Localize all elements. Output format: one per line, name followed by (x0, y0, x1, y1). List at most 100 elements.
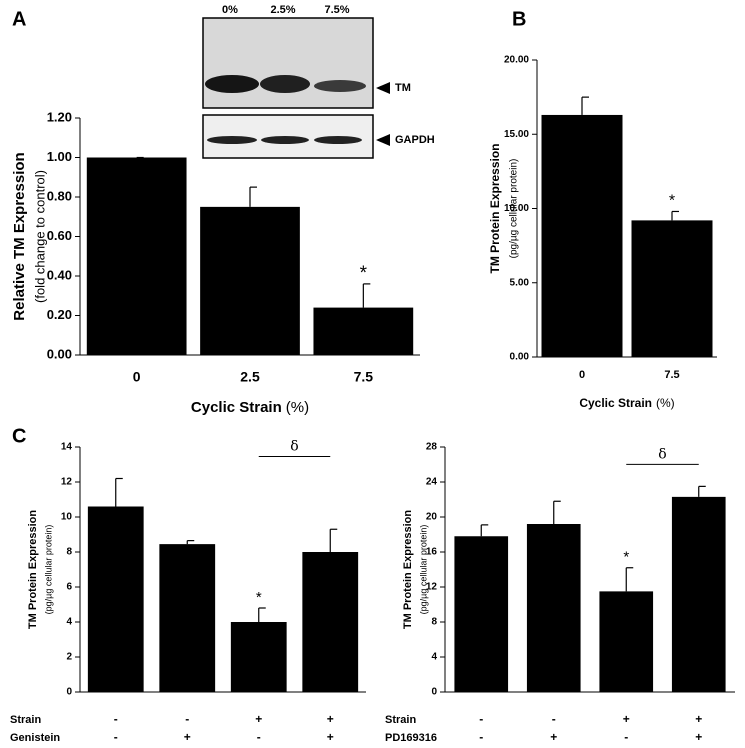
x-tick-label: 0 (133, 369, 141, 385)
y-tick-label: 8 (431, 617, 437, 628)
x-axis-label: Cyclic Strain (%) (191, 399, 309, 416)
band (261, 136, 309, 144)
treatment-level: + (327, 712, 334, 726)
y-tick-label: 0 (66, 687, 72, 698)
y-tick-label: 8 (66, 547, 72, 558)
panel-label: B (512, 8, 526, 30)
treatment-level: + (695, 712, 702, 726)
band (314, 80, 366, 92)
error-bar (186, 540, 195, 545)
y-tick-label: 10 (61, 512, 73, 523)
treatment-level: + (550, 730, 557, 744)
treatment-level: - (114, 712, 118, 726)
annotation: * (360, 263, 368, 284)
bar (526, 524, 581, 692)
error-bar (249, 186, 257, 207)
y-tick-label: 6 (66, 582, 72, 593)
y-axis-sublabel: (pg/µg cellular protein) (509, 159, 520, 259)
error-bar (671, 210, 679, 221)
error-bar (581, 96, 589, 115)
y-axis-label: TM Protein Expression (27, 510, 39, 629)
treatment-level: - (114, 730, 118, 744)
x-tick-label: 7.5 (354, 369, 374, 385)
y-tick-label: 12 (61, 477, 73, 488)
treatment-level: + (623, 712, 630, 726)
x-axis-label: Cyclic Strain (%) (579, 396, 674, 410)
y-tick-label: 15.00 (504, 129, 529, 140)
y-tick-label: 0.00 (47, 346, 72, 361)
x-axis-label-unit: (%) (286, 399, 309, 416)
y-tick-label: 28 (426, 442, 438, 453)
bar (631, 220, 713, 357)
error-bar (625, 567, 634, 592)
band (314, 136, 362, 144)
bar (159, 544, 216, 692)
y-axis-label: TM Protein Expression (402, 510, 414, 629)
y-tick-label: 2 (66, 652, 72, 663)
western-blot (202, 17, 390, 159)
band (260, 75, 310, 93)
error-bar (115, 477, 123, 507)
band (205, 75, 259, 93)
x-tick-label: 7.5 (664, 369, 679, 381)
lane-label: 2.5% (270, 4, 295, 16)
band-label: GAPDH (395, 134, 435, 146)
y-tick-label: 0.60 (47, 228, 72, 243)
treatment-level: + (327, 730, 334, 744)
annotation: * (256, 589, 262, 606)
annotation: * (623, 549, 629, 566)
y-tick-label: 5.00 (510, 277, 530, 288)
treatment-name: Genistein (10, 732, 60, 744)
y-tick-label: 0 (431, 687, 437, 698)
error-bar (698, 485, 706, 497)
treatment-name: PD169316 (385, 732, 437, 744)
x-axis-label-main: Cyclic Strain (191, 399, 282, 416)
y-tick-label: 16 (426, 547, 438, 558)
y-axis-sublabel: (pg/µg cellular protein) (418, 525, 428, 615)
y-tick-label: 1.00 (47, 149, 72, 164)
bar (454, 536, 509, 692)
treatment-level: - (624, 730, 628, 744)
error-bar (480, 524, 489, 537)
treatment-level: - (479, 730, 483, 744)
treatment-name: Strain (385, 714, 416, 726)
bar (87, 506, 144, 692)
x-axis-label-unit: (%) (656, 396, 675, 410)
band-label: TM (395, 82, 411, 94)
arrow (376, 82, 390, 94)
error-bar (553, 500, 561, 524)
bar (86, 157, 187, 355)
treatment-level: + (255, 712, 262, 726)
bar (671, 496, 726, 692)
annotation: * (669, 193, 675, 210)
bar (230, 622, 287, 692)
error-bar (258, 607, 266, 622)
treatment-level: - (185, 712, 189, 726)
y-axis-sublabel: (fold change to control) (32, 170, 47, 303)
treatment-level: + (695, 730, 702, 744)
lane-label: 0% (222, 4, 238, 16)
y-tick-label: 1.20 (47, 109, 72, 124)
panel-label: C (12, 425, 26, 447)
bar (302, 552, 359, 692)
panel-label: A (12, 8, 26, 30)
arrow (376, 134, 390, 146)
blot-tm (202, 17, 374, 109)
lane-label: 7.5% (324, 4, 349, 16)
error-bar (362, 283, 371, 308)
y-tick-label: 0.80 (47, 188, 72, 203)
treatment-level: - (257, 730, 261, 744)
x-axis-label-main: Cyclic Strain (579, 396, 652, 410)
treatment-name: Strain (10, 714, 41, 726)
y-tick-label: 14 (61, 442, 73, 453)
bar (313, 307, 414, 355)
y-axis-sublabel: (pg/µg cellular protein) (43, 525, 53, 615)
y-tick-label: 4 (66, 617, 72, 628)
treatment-level: - (479, 712, 483, 726)
y-tick-label: 4 (431, 652, 437, 663)
band (207, 136, 257, 144)
y-tick-label: 0.40 (47, 267, 72, 282)
treatment-level: + (184, 730, 191, 744)
y-axis-label: TM Protein Expression (488, 143, 502, 273)
y-tick-label: 20.00 (504, 55, 529, 66)
